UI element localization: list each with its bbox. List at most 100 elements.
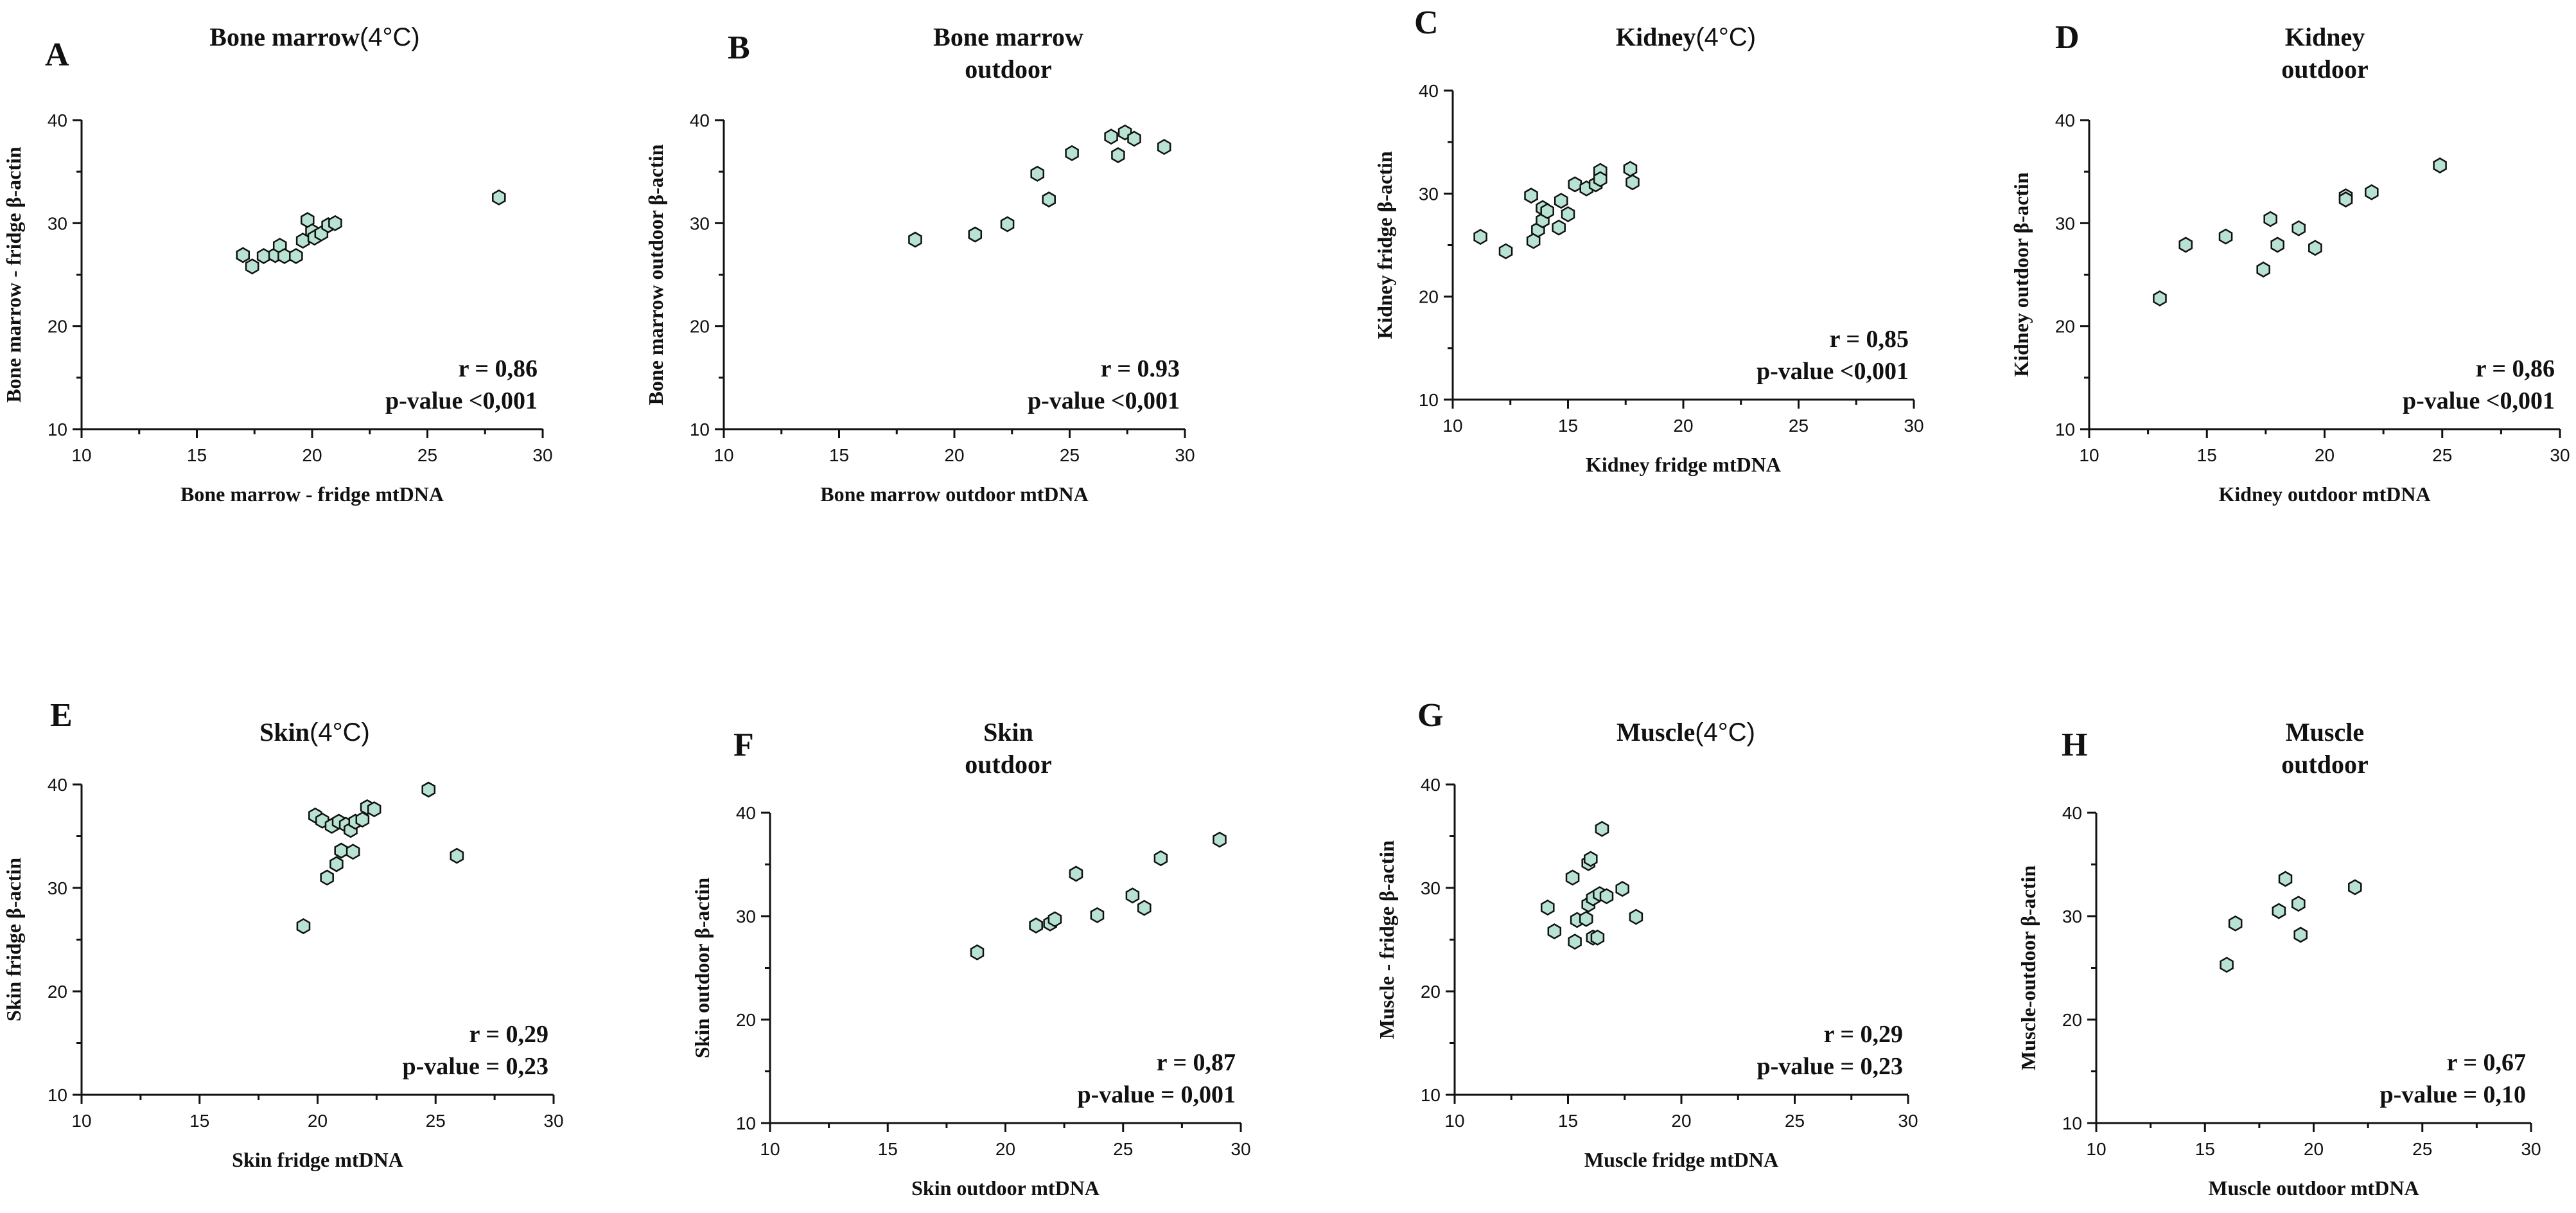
x-tick-label: 15 [878, 1139, 898, 1159]
data-point [1473, 229, 1487, 245]
data-point [1042, 191, 1056, 208]
panel-f: F Skin outdoor 10 20 30 40 10 15 20 25 30 Skin outdo… [690, 718, 1251, 1200]
data-point [2270, 236, 2284, 253]
stat-p: p-value = 0,10 [2380, 1081, 2527, 1108]
x-tick-label: 15 [2197, 445, 2217, 465]
panel-d: D Kidney outdoor 10 20 30 40 10 15 20 25 30 Kidney o… [2010, 19, 2570, 506]
data-point [2178, 236, 2193, 253]
y-tick-label: 10 [690, 420, 710, 439]
y-tick-label: 40 [1421, 775, 1441, 795]
stat-p: p-value <0,001 [385, 387, 538, 414]
x-axis-label: Skin outdoor mtDNA [911, 1176, 1100, 1200]
chart-title-main: Kidney [1616, 22, 1695, 51]
x-tick-label: 25 [417, 445, 437, 465]
x-tick-label: 10 [2086, 1139, 2106, 1159]
y-axis-label: Skin fridge β-actin [2, 858, 25, 1022]
data-point [1213, 831, 1227, 848]
x-tick-label: 25 [1060, 445, 1080, 465]
stat-r: r = 0,85 [1830, 326, 1909, 353]
chart-title-line2: outdoor [2281, 55, 2369, 84]
y-tick-label: 10 [2062, 1113, 2082, 1133]
y-tick-label: 30 [48, 213, 67, 233]
x-tick-label: 30 [532, 445, 552, 465]
chart-title-suffix: (4°C) [310, 718, 370, 747]
data-point [1629, 908, 1643, 925]
data-point [256, 248, 271, 265]
chart-title-main: Bone marrow [209, 22, 360, 51]
chart-title: Muscle(4°C) [1617, 718, 1755, 747]
x-tick-label: 10 [714, 445, 733, 465]
panel-e: E Skin(4°C) 10 20 30 40 10 15 20 25 30 Skin fridge … [2, 697, 564, 1171]
y-tick-label: 20 [2055, 317, 2075, 337]
stat-r: r = 0,67 [2447, 1049, 2526, 1076]
data-point [1029, 917, 1043, 934]
data-point [1593, 171, 1608, 188]
x-tick-label: 20 [302, 445, 322, 465]
y-tick-label: 20 [48, 982, 67, 1002]
data-point [236, 247, 250, 263]
stat-p: p-value <0,001 [1757, 358, 1909, 385]
y-axis-label: Bone marrow outdoor β-actin [644, 144, 667, 405]
x-tick-label: 30 [1898, 1111, 1918, 1131]
y-tick-label: 10 [1421, 1085, 1441, 1105]
x-tick-label: 20 [1673, 416, 1693, 436]
data-point [492, 189, 506, 206]
y-tick-label: 30 [1419, 184, 1439, 204]
y-tick-label: 40 [48, 775, 67, 795]
x-tick-label: 30 [1175, 445, 1195, 465]
panel-g: G Muscle(4°C) 10 20 30 40 10 15 20 25 30 Muscle fri… [1375, 697, 1918, 1171]
x-tick-label: 15 [2195, 1139, 2215, 1159]
x-tick-label: 10 [2079, 445, 2099, 465]
data-point [329, 856, 344, 872]
panel-letter: D [2055, 19, 2080, 56]
data-point [367, 801, 381, 818]
data-point [2308, 240, 2322, 256]
panel-letter: G [1417, 697, 1443, 734]
data-point [1157, 139, 1171, 155]
data-point [1623, 161, 1638, 177]
data-point [2338, 191, 2353, 208]
x-tick-label: 20 [1671, 1111, 1691, 1131]
data-point [2293, 926, 2308, 943]
stat-p: p-value = 0,001 [1078, 1081, 1236, 1108]
x-tick-label: 10 [71, 1111, 91, 1131]
y-tick-label: 20 [690, 317, 710, 337]
y-axis-label: Kidney fridge β-actin [1373, 151, 1396, 339]
x-tick-label: 25 [1785, 1111, 1805, 1131]
x-tick-label: 25 [1113, 1139, 1133, 1159]
chart-title-line2: outdoor [965, 750, 1052, 779]
x-axis-label: Kidney outdoor mtDNA [2218, 483, 2430, 506]
x-axis-label: Bone marrow - fridge mtDNA [180, 483, 444, 506]
x-tick-label: 15 [189, 1111, 209, 1131]
data-point [968, 226, 983, 243]
data-point [289, 248, 303, 265]
data-point [1000, 216, 1015, 233]
y-tick-label: 10 [48, 1085, 67, 1105]
x-tick-label: 25 [1789, 416, 1809, 436]
data-point [450, 847, 464, 864]
y-tick-label: 20 [2062, 1010, 2082, 1030]
stat-r: r = 0,86 [459, 355, 538, 382]
y-axis-label: Muscle - fridge β-actin [1375, 840, 1398, 1039]
y-tick-label: 30 [2055, 213, 2075, 233]
data-point [1047, 911, 1062, 928]
stat-r: r = 0,29 [1824, 1021, 1903, 1048]
x-axis-label: Kidney fridge mtDNA [1586, 453, 1781, 476]
data-point [1153, 850, 1168, 867]
data-point [334, 842, 349, 859]
data-point [2272, 903, 2286, 919]
data-point [1625, 174, 1640, 191]
x-tick-label: 10 [760, 1139, 780, 1159]
data-point [908, 231, 922, 248]
y-tick-label: 40 [48, 111, 67, 130]
data-point [2433, 157, 2447, 173]
data-point [1561, 206, 1575, 222]
chart-title-suffix: (4°C) [360, 23, 420, 51]
panel-letter: H [2062, 727, 2087, 763]
y-tick-label: 10 [736, 1113, 756, 1133]
data-point [1111, 147, 1125, 163]
data-point [2263, 211, 2277, 227]
y-tick-label: 30 [1421, 878, 1441, 898]
x-tick-label: 30 [2521, 1139, 2541, 1159]
